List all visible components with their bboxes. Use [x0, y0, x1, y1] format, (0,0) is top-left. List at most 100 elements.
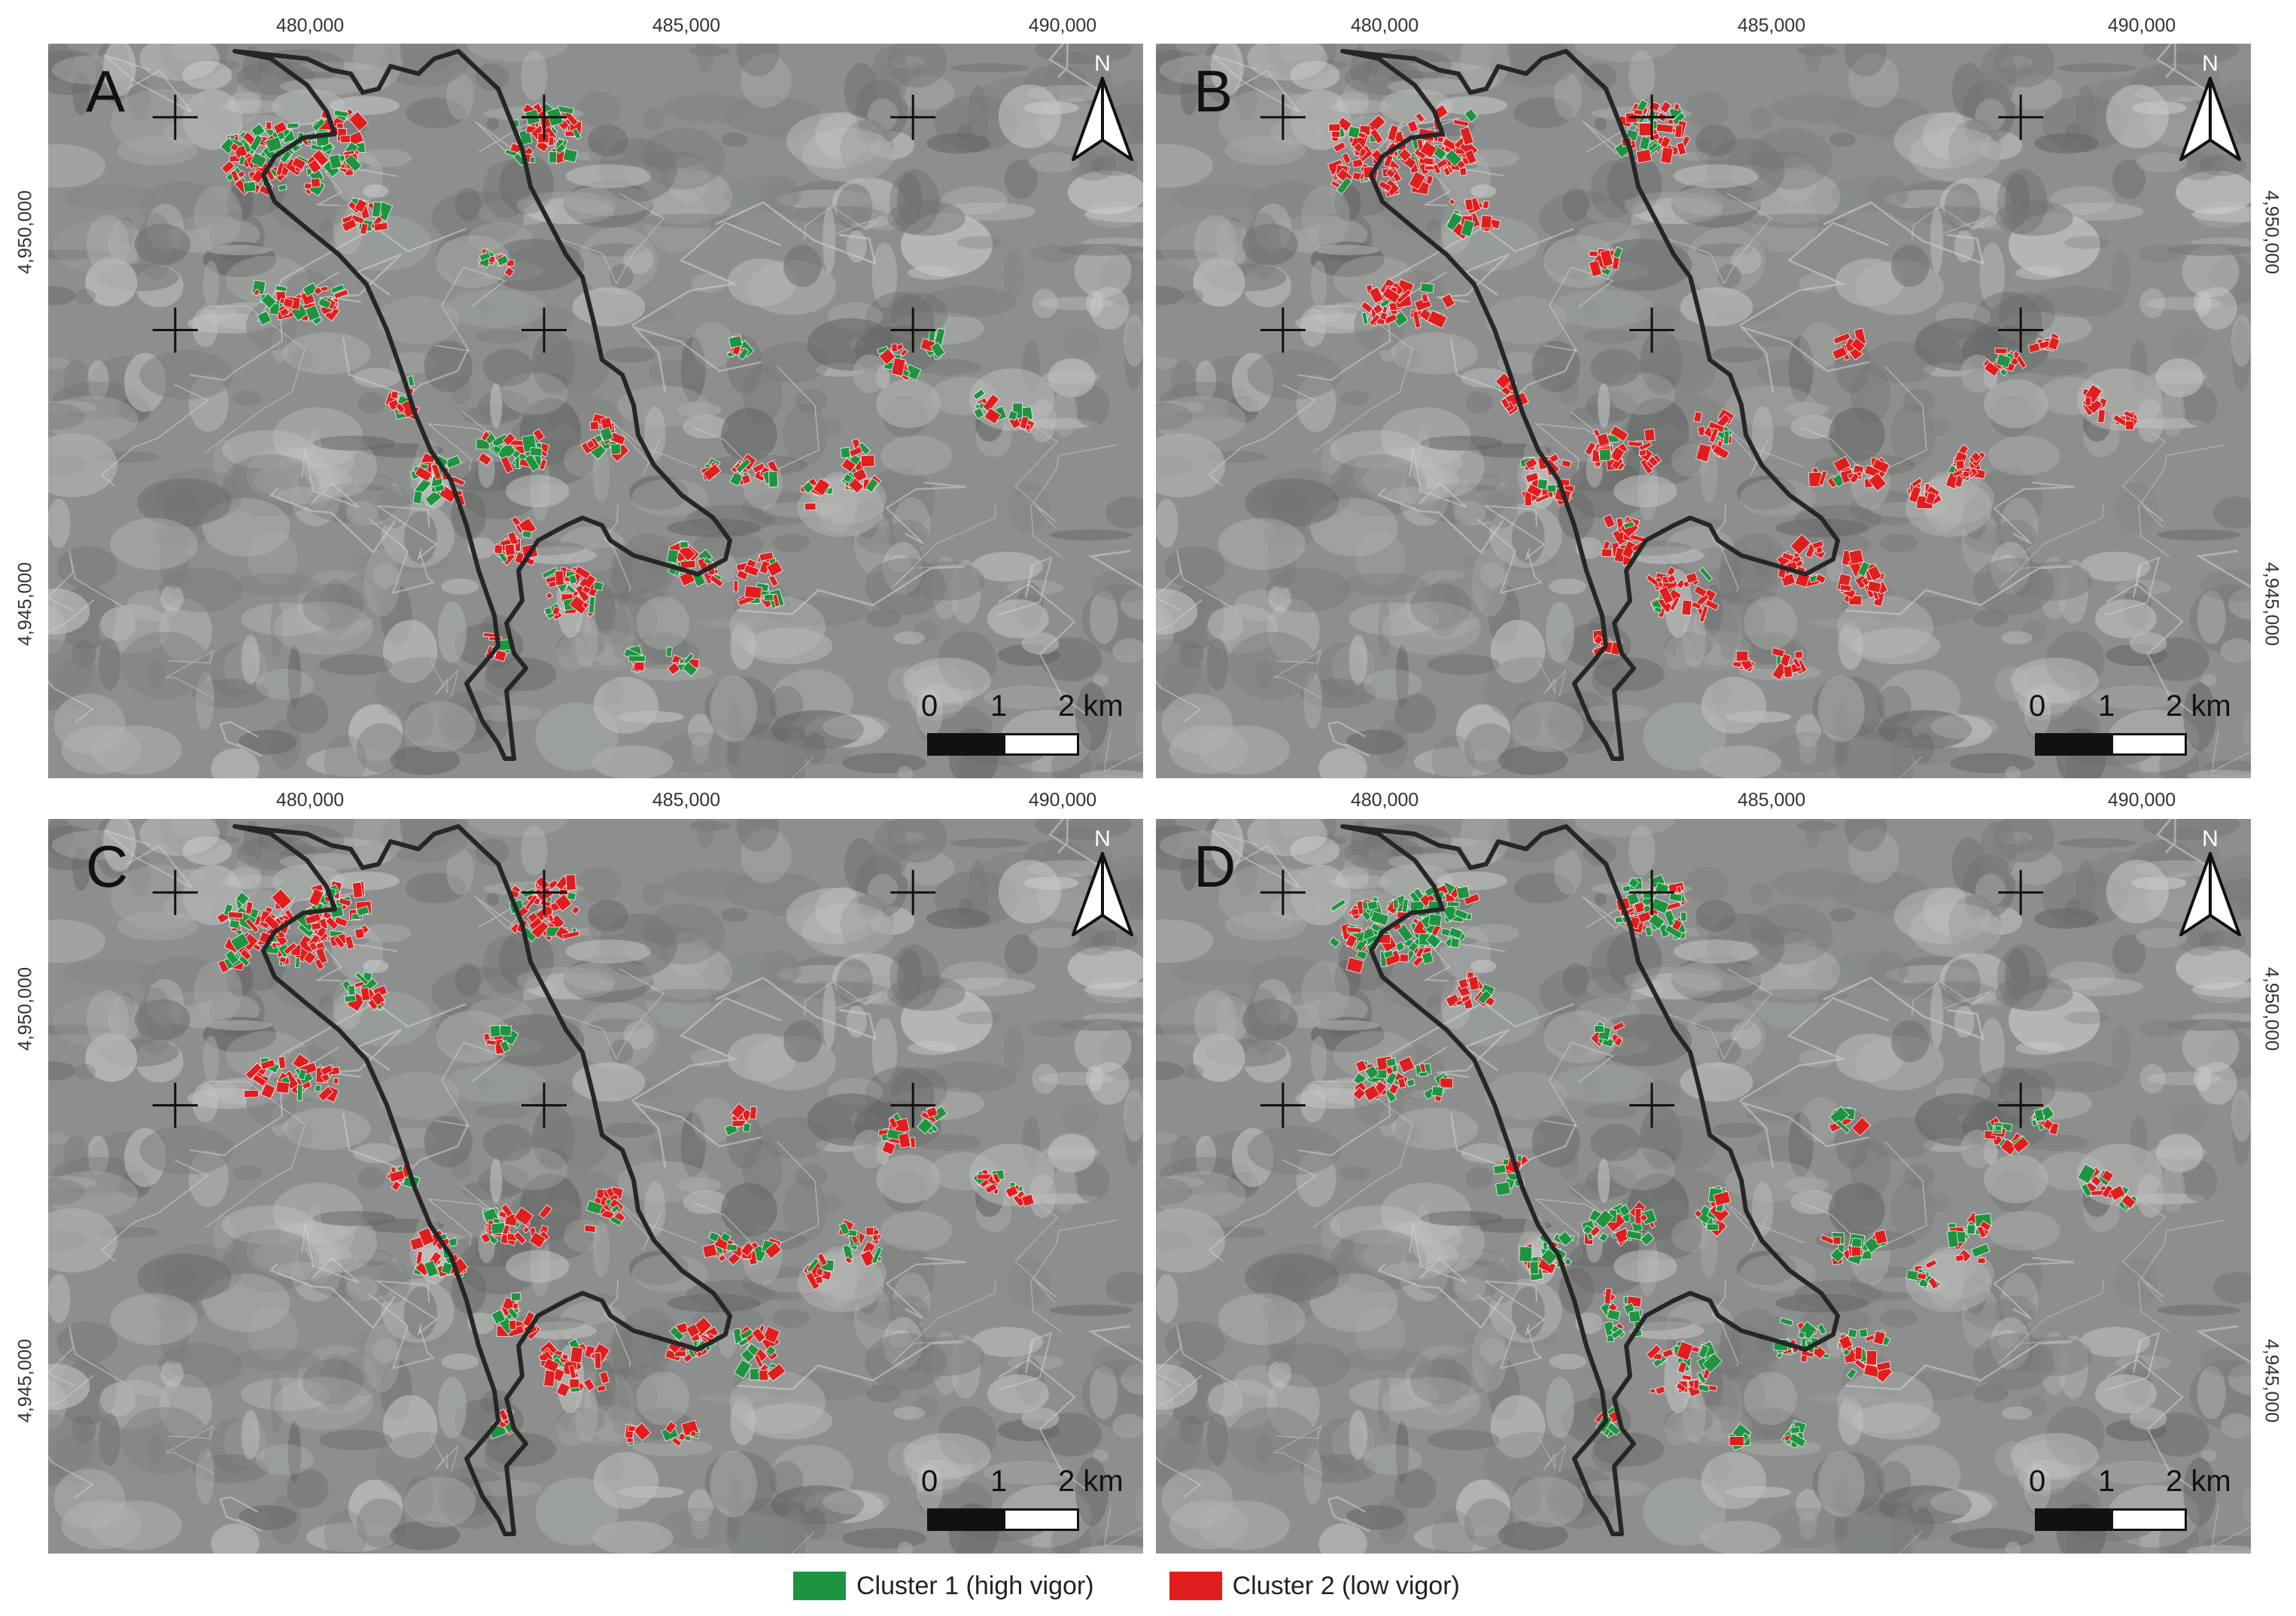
parcel [333, 916, 348, 927]
parcel [499, 1025, 512, 1037]
scale-segment-light [2111, 1508, 2187, 1531]
parcel [565, 584, 576, 595]
study-area-boundary [233, 824, 732, 1536]
parcel [609, 1216, 622, 1227]
parcel [1336, 176, 1352, 195]
scale-label-2: 2 km [2166, 689, 2231, 723]
parcel [308, 888, 324, 907]
parcel [1421, 951, 1434, 965]
north-arrow-icon [1072, 852, 1133, 936]
side-tick-label: 4,945,000 [14, 1338, 36, 1423]
scale-label-2: 2 km [2166, 1465, 2231, 1498]
parcel [1383, 949, 1394, 959]
parcel [1669, 596, 1680, 612]
parcel [1601, 548, 1613, 558]
parcel [1412, 310, 1422, 329]
parcel [910, 1137, 916, 1149]
parcel [344, 154, 363, 172]
parcel [1431, 1085, 1444, 1097]
parcel [702, 463, 722, 482]
parcel [2047, 336, 2060, 351]
parcel [865, 477, 879, 493]
parcel [1666, 574, 1677, 584]
parcel [888, 1116, 899, 1129]
parcel [1596, 432, 1610, 448]
parcel [1847, 1328, 1858, 1338]
parcel [1540, 1248, 1559, 1266]
side-tick-label: 4,950,000 [14, 966, 36, 1051]
parcel [544, 607, 553, 616]
parcel [1364, 1064, 1379, 1080]
parcel [302, 282, 318, 297]
parcel [1838, 1334, 1854, 1350]
parcel [1818, 470, 1828, 486]
parcel [1729, 1436, 1744, 1447]
parcel [1640, 1231, 1655, 1246]
parcel [859, 1249, 877, 1268]
parcel [1668, 893, 1683, 902]
parcel [984, 1182, 998, 1195]
parcel [2101, 1184, 2114, 1199]
parcel [1628, 440, 1644, 448]
parcel [320, 1064, 334, 1076]
north-arrow-icon [1072, 77, 1133, 161]
parcel [1639, 1213, 1648, 1222]
scale-bar: 0 1 2 km [921, 1466, 1139, 1549]
parcel [1698, 1344, 1710, 1359]
parcel [1846, 1368, 1857, 1380]
scale-label-2: 2 km [1058, 689, 1124, 723]
parcel [1611, 1021, 1625, 1032]
parcel [504, 543, 516, 556]
parcel [1691, 601, 1702, 610]
parcel [1425, 175, 1434, 185]
parcel [1606, 1309, 1621, 1321]
parcel [928, 330, 936, 342]
parcel [1639, 135, 1651, 151]
parcel [1638, 123, 1654, 136]
parcel [737, 347, 750, 361]
legend-label-cluster1: Cluster 1 (high vigor) [856, 1571, 1094, 1600]
parcel [1543, 1241, 1548, 1250]
parcel [253, 288, 260, 297]
parcel [278, 1056, 287, 1070]
parcel [354, 927, 365, 939]
parcel [583, 1224, 597, 1233]
parcel [708, 1231, 720, 1243]
parcel [860, 455, 875, 467]
scale-label-2: 2 km [1058, 1465, 1124, 1498]
parcel [762, 1325, 780, 1344]
panel-label: A [86, 58, 126, 124]
parcel [1368, 313, 1381, 327]
parcel [917, 1117, 934, 1135]
parcel [992, 1172, 1002, 1184]
side-tick-label: 4,950,000 [2261, 966, 2282, 1051]
parcel [742, 1122, 751, 1133]
parcel [287, 123, 300, 129]
parcel [510, 1292, 522, 1301]
top-tick-label: 480,000 [1350, 15, 1419, 36]
parcel [260, 293, 277, 309]
parcel [1458, 167, 1467, 176]
parcel [1368, 286, 1385, 304]
parcel [804, 502, 817, 511]
parcel [338, 897, 352, 907]
parcel [1653, 606, 1663, 613]
parcel [596, 1384, 607, 1392]
parcel [1908, 485, 1922, 504]
parcel [1355, 1059, 1368, 1073]
parcel [677, 1432, 686, 1441]
panel-label: B [1194, 58, 1233, 124]
parcel [433, 483, 446, 493]
parcel [1330, 130, 1340, 138]
legend-item-cluster1: Cluster 1 (high vigor) [793, 1572, 1094, 1601]
parcel [339, 135, 351, 144]
parcel [1666, 566, 1677, 577]
top-tick-label: 485,000 [1737, 790, 1806, 811]
parcel [568, 574, 578, 585]
legend-item-cluster2: Cluster 2 (low vigor) [1169, 1572, 1460, 1601]
parcel [1851, 1116, 1872, 1137]
parcel [768, 574, 779, 587]
scale-label-1: 1 [2098, 689, 2115, 723]
parcel [1621, 540, 1638, 559]
parcel [679, 540, 689, 549]
